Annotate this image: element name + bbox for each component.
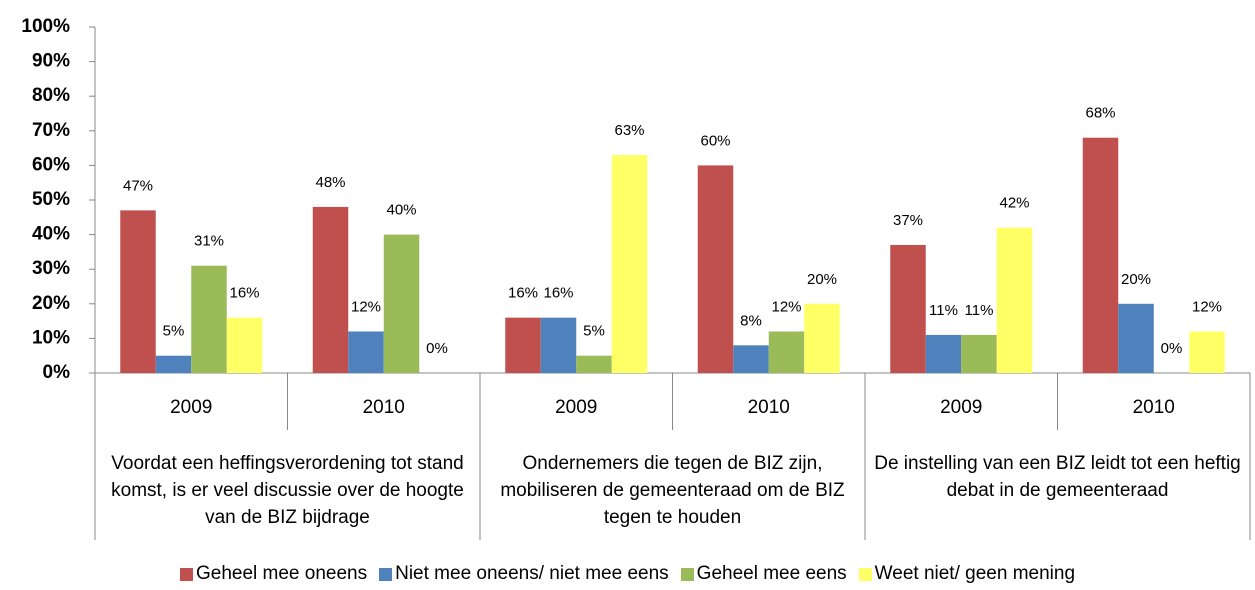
y-tick-label: 100% (21, 16, 70, 37)
x-tick-label: 2010 (748, 397, 790, 418)
bar (348, 331, 384, 373)
value-label: 47% (123, 177, 153, 194)
legend-label: Niet mee oneens/ niet mee eens (395, 563, 669, 584)
group-label: De instelling van een BIZ leidt tot een … (874, 453, 1241, 501)
bar (733, 345, 769, 373)
bar (191, 265, 227, 373)
y-tick-label: 10% (32, 327, 70, 348)
bar (890, 244, 926, 373)
bar (1082, 137, 1119, 373)
bar (505, 317, 541, 373)
value-label: 37% (893, 212, 923, 229)
x-tick-label: 2010 (1133, 397, 1175, 418)
y-tick-label: 0% (43, 362, 71, 383)
y-tick-label: 70% (32, 120, 70, 141)
value-label: 16% (508, 285, 538, 302)
legend: Geheel mee oneens Niet mee oneens/ niet m… (0, 563, 1255, 585)
y-tick-label: 60% (32, 154, 70, 175)
legend-swatch (179, 567, 193, 581)
bar (925, 334, 962, 373)
bar (383, 234, 420, 373)
bar (996, 227, 1033, 373)
y-tick-label: 40% (32, 224, 70, 245)
x-tick-label: 2009 (940, 397, 982, 418)
bar (961, 334, 997, 373)
y-tick-label: 20% (32, 293, 70, 314)
bar (768, 331, 805, 373)
bar (611, 155, 648, 373)
legend-swatch (379, 567, 393, 581)
value-label: 20% (1121, 271, 1151, 288)
value-label: 40% (386, 202, 416, 219)
value-label: 12% (1192, 298, 1222, 315)
legend-label: Weet niet/ geen mening (874, 563, 1076, 584)
bar (804, 303, 840, 373)
value-label: 31% (194, 233, 224, 250)
value-label: 11% (965, 302, 994, 319)
group-label: Voordat een heffingsverordening tot stan… (111, 453, 464, 528)
bar (312, 206, 349, 373)
legend-item: Niet mee oneens/ niet mee eens (379, 563, 669, 585)
value-label: 0% (1161, 340, 1183, 357)
value-label: 11% (929, 302, 958, 319)
legend-item: Weet niet/ geen mening (858, 563, 1076, 585)
x-tick-label: 2009 (555, 397, 597, 418)
value-label: 68% (1085, 105, 1115, 122)
group-label-box: De instelling van een BIZ leidt tot een … (874, 453, 1241, 501)
bar (576, 355, 612, 373)
bar (1189, 331, 1225, 373)
y-tick-label: 80% (32, 85, 70, 106)
x-tick-label: 2009 (170, 397, 212, 418)
y-tick-label: 30% (32, 258, 70, 279)
bar (226, 317, 263, 373)
legend-item: Geheel mee eens (680, 563, 847, 585)
value-label: 5% (163, 323, 185, 340)
legend-label: Geheel mee eens (696, 563, 847, 584)
value-label: 63% (614, 122, 644, 139)
bar (120, 210, 156, 373)
bar (697, 165, 734, 373)
chart: 0% 10% 20% 30% 40% 50% 60% 70% 80% 90% 100% 2009 47%… (21, 16, 1251, 540)
value-label: 20% (807, 271, 837, 288)
value-label: 5% (583, 323, 605, 340)
bar (540, 317, 577, 373)
legend-item: Geheel mee oneens (179, 563, 368, 585)
group-label-box: Voordat een heffingsverordening tot stan… (111, 453, 464, 528)
value-label: 0% (426, 340, 448, 357)
legend-swatch (680, 567, 694, 581)
group-label: Ondernemers die tegen de BIZ zijn, mobil… (500, 453, 845, 528)
value-label: 12% (351, 298, 381, 315)
value-label: 12% (771, 298, 801, 315)
group-label-box: Ondernemers die tegen de BIZ zijn, mobil… (500, 453, 845, 528)
value-label: 16% (229, 285, 259, 302)
value-label: 8% (740, 312, 762, 329)
value-label: 16% (543, 285, 573, 302)
legend-swatch (858, 567, 872, 581)
y-tick-label: 50% (32, 189, 70, 210)
x-tick-label: 2010 (363, 397, 405, 418)
y-tick-label: 90% (32, 51, 70, 72)
legend-label: Geheel mee oneens (195, 563, 368, 584)
bar (155, 355, 192, 373)
value-label: 42% (999, 195, 1029, 212)
bar (1118, 303, 1154, 373)
value-label: 48% (315, 174, 345, 191)
value-label: 60% (700, 132, 730, 149)
